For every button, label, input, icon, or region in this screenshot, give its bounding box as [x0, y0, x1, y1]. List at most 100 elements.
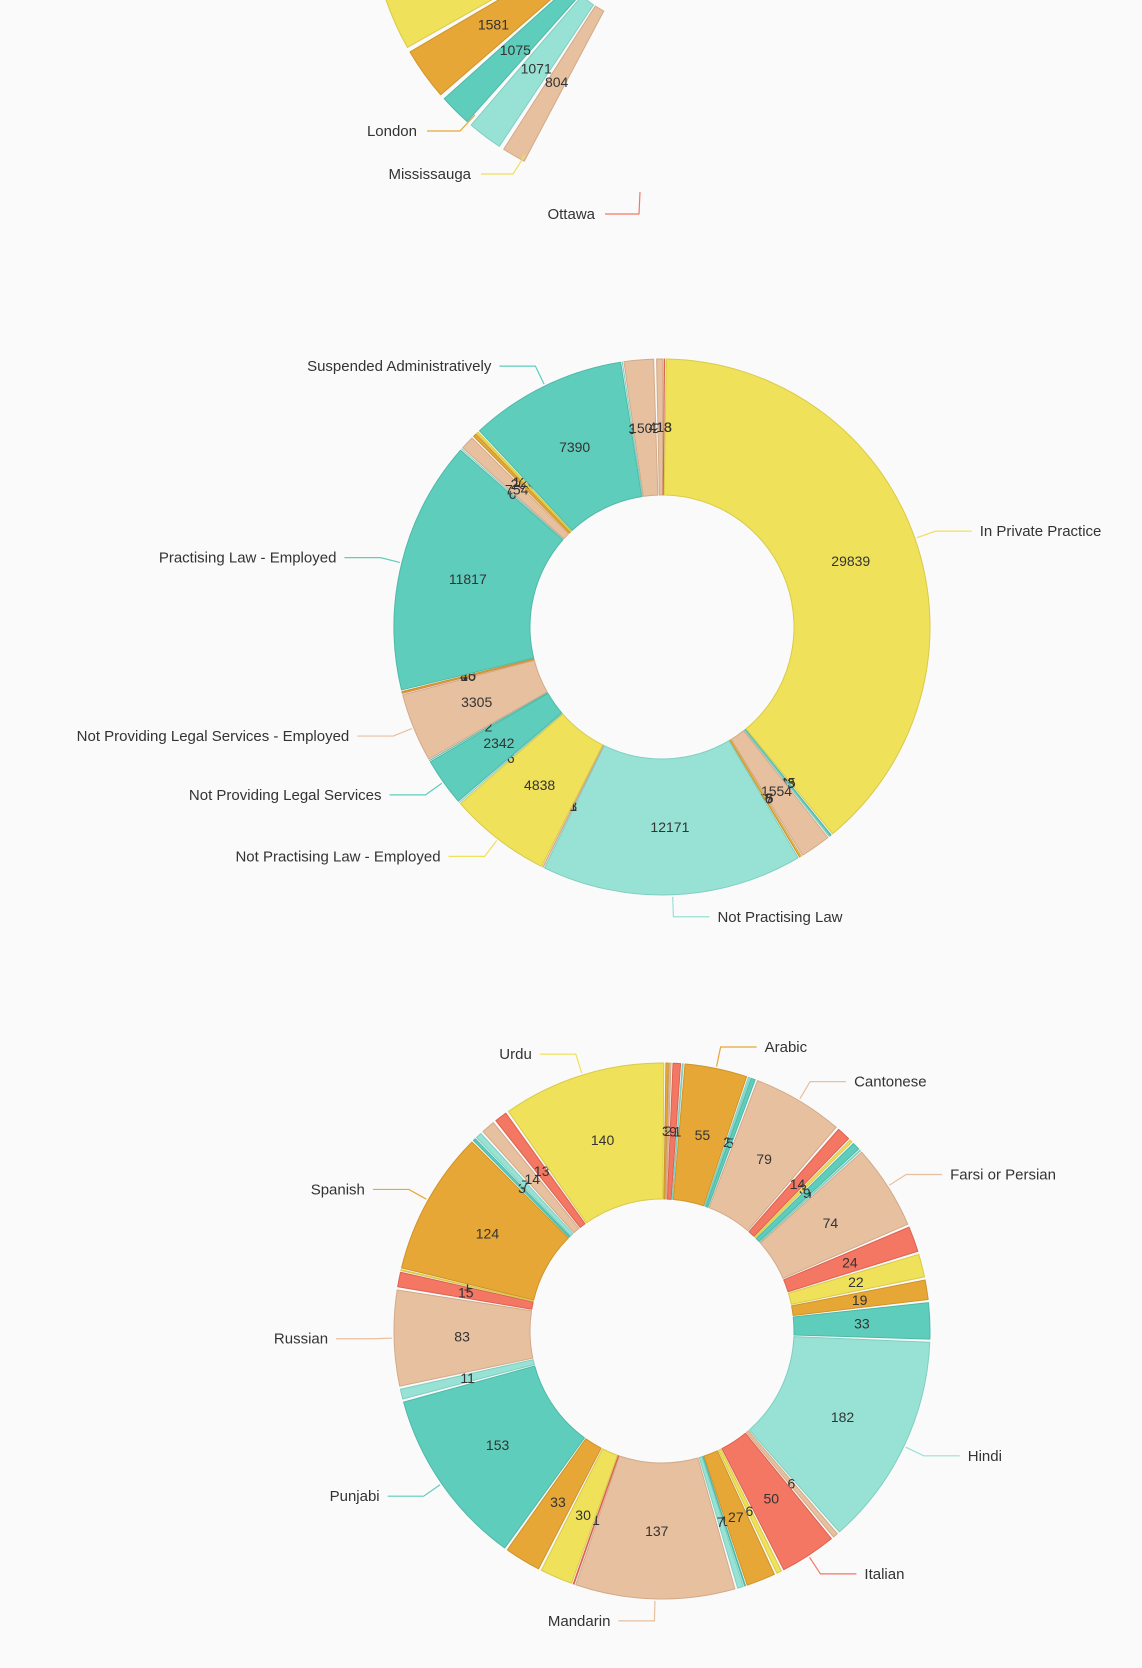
slice-slice-22[interactable] — [476, 431, 572, 533]
slice-arabic[interactable] — [672, 1063, 748, 1207]
slice-slice-10[interactable] — [787, 1253, 925, 1305]
slice-slice-13[interactable] — [429, 692, 549, 761]
slice-slice-12[interactable] — [792, 1302, 931, 1340]
category-label-spanish: Spanish — [311, 1181, 365, 1198]
value-label-suspended-administratively: 7390 — [559, 439, 590, 455]
category-label-farsi-or-persian: Farsi or Persian — [950, 1166, 1056, 1183]
slice-slice-1[interactable] — [470, 0, 594, 147]
slice-suspended-administratively[interactable] — [479, 361, 643, 531]
slice-slice-16[interactable] — [718, 1448, 782, 1574]
value-label-not-practising-law: 12171 — [650, 819, 689, 835]
slice-slice-17[interactable] — [703, 1450, 775, 1586]
slice-slice-18[interactable] — [702, 1455, 746, 1587]
slice-cantonese[interactable] — [708, 1080, 837, 1232]
slice-not-providing-legal-services-employed[interactable] — [402, 659, 548, 760]
slice-slice-6[interactable] — [755, 1142, 860, 1242]
slice-slice-9[interactable] — [783, 1226, 919, 1293]
value-label-slice-30: 3 — [518, 1180, 526, 1196]
slice-italian[interactable] — [721, 1432, 832, 1571]
slice-slice-14[interactable] — [745, 1430, 838, 1538]
slice-slice-27[interactable] — [662, 358, 666, 496]
value-label-slice-12: 33 — [854, 1315, 870, 1331]
slice-not-practising-law-employed[interactable] — [460, 713, 604, 867]
category-label-ottawa: Ottawa — [547, 206, 595, 223]
slice-spanish[interactable] — [401, 1141, 569, 1301]
slice-in-private-practice[interactable] — [663, 358, 931, 835]
slice-not-providing-legal-services[interactable] — [429, 692, 563, 802]
slice-slice-7[interactable] — [758, 1149, 861, 1243]
value-label-arabic: 55 — [695, 1127, 711, 1143]
slice-slice-26[interactable] — [656, 358, 664, 496]
leader-line-ottawa — [605, 191, 641, 215]
slice-slice-32[interactable] — [482, 1122, 580, 1234]
slice-slice-22[interactable] — [540, 1448, 618, 1584]
value-label-slice-27: 15 — [458, 1285, 474, 1301]
slice-russian[interactable] — [393, 1289, 534, 1387]
slice-slice-36[interactable] — [665, 1062, 672, 1200]
slice-urdu[interactable] — [507, 1062, 665, 1224]
slice-slice-38[interactable] — [671, 1063, 684, 1200]
slice-slice-3[interactable] — [730, 730, 829, 856]
slice-slice-19[interactable] — [698, 1456, 744, 1589]
slice-london[interactable] — [409, 0, 569, 96]
slice-slice-17[interactable] — [401, 658, 535, 693]
category-label-practising-law-employed: Practising Law - Employed — [159, 550, 337, 567]
category-label-not-practising-law-employed: Not Practising Law - Employed — [235, 848, 440, 865]
slice-slice-6[interactable] — [729, 739, 801, 858]
value-label-slice-18: 1 — [720, 1513, 728, 1529]
slice-not-practising-law[interactable] — [544, 740, 799, 896]
slice-hindi[interactable] — [748, 1336, 931, 1533]
slice-slice-30[interactable] — [472, 1138, 571, 1238]
value-label-slice-13: 2 — [485, 719, 493, 735]
slice-slice-2[interactable] — [705, 1077, 756, 1208]
value-label-hindi: 182 — [831, 1409, 855, 1425]
slice-slice-20[interactable] — [462, 437, 569, 540]
leader-line-mississauga — [481, 154, 526, 175]
slice-slice-28[interactable] — [400, 1269, 535, 1302]
value-label-slice-9: 24 — [842, 1254, 858, 1270]
slice-slice-31[interactable] — [476, 1132, 574, 1237]
slice-slice-21[interactable] — [473, 433, 571, 534]
leader-line-in-private-practice — [916, 530, 972, 539]
value-label-slice-24: 3 — [628, 421, 636, 437]
category-label-cantonese: Cantonese — [854, 1074, 927, 1091]
slice-slice-23[interactable] — [506, 1438, 602, 1570]
value-label-slice-23: 33 — [550, 1494, 566, 1510]
slice-slice-27[interactable] — [397, 1271, 534, 1310]
category-label-not-practising-law: Not Practising Law — [717, 909, 842, 926]
slice-slice-2[interactable] — [443, 0, 580, 123]
value-label-slice-38: 1 — [674, 1124, 682, 1140]
slice-slice-0[interactable] — [503, 5, 605, 162]
value-label-slice-6: 9 — [803, 1185, 811, 1201]
slice-slice-2[interactable] — [743, 729, 831, 837]
value-label-slice-36: 2 — [664, 1123, 672, 1139]
slice-slice-9[interactable] — [542, 744, 604, 868]
slice-slice-11[interactable] — [791, 1279, 929, 1316]
leader-line-arabic — [715, 1046, 757, 1067]
slice-slice-19[interactable] — [461, 448, 564, 540]
slice-slice-33[interactable] — [495, 1112, 586, 1228]
slice-slice-21[interactable] — [572, 1455, 620, 1585]
slice-punjabi[interactable] — [403, 1365, 586, 1549]
value-label-slice-1: 1071 — [521, 60, 552, 76]
slice-mississauga[interactable] — [381, 0, 556, 48]
slice-farsi-or-persian[interactable] — [759, 1151, 909, 1279]
slice-slice-11[interactable] — [458, 712, 563, 803]
value-label-slice-35: 3 — [662, 1123, 670, 1139]
slice-slice-37[interactable] — [666, 1062, 682, 1200]
leader-line-not-practising-law-employed — [448, 840, 498, 857]
value-label-slice-25: 1502 — [629, 420, 660, 436]
slice-practising-law-employed[interactable] — [393, 449, 564, 691]
slice-slice-25[interactable] — [623, 358, 659, 497]
slice-mandarin[interactable] — [575, 1455, 736, 1600]
slice-slice-25[interactable] — [399, 1359, 535, 1400]
category-label-mississauga: Mississauga — [388, 166, 471, 183]
value-label-slice-2: 1075 — [500, 42, 531, 58]
value-label-not-providing-legal-services-employed: 3305 — [461, 694, 492, 710]
slice-slice-24[interactable] — [621, 361, 643, 497]
slice-slice-4[interactable] — [748, 1128, 850, 1237]
slice-slice-5[interactable] — [754, 1139, 853, 1239]
value-label-slice-4: 14 — [790, 1176, 806, 1192]
slice-slice-1[interactable] — [704, 1076, 751, 1207]
